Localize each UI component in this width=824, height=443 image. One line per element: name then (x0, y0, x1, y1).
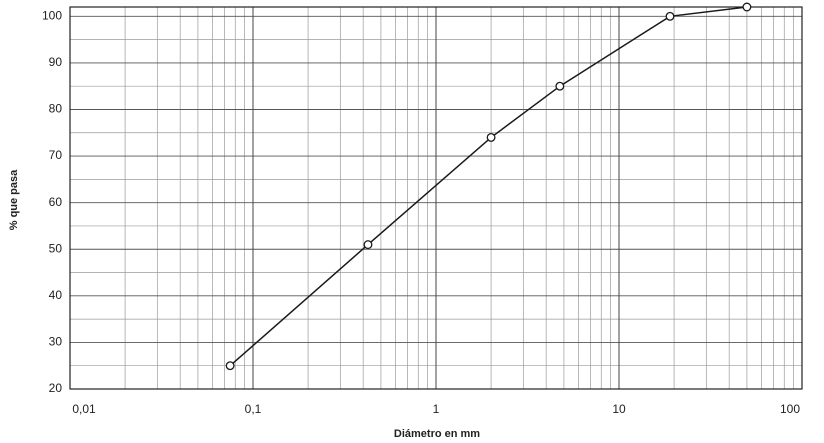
x-tick-label: 0,01 (72, 402, 96, 416)
curve (230, 7, 747, 366)
x-axis-title: Diámetro en mm (394, 428, 480, 440)
y-tick-label: 50 (49, 241, 63, 255)
y-axis-title: % que pasa (8, 169, 20, 230)
y-tick-label: 40 (49, 288, 63, 302)
data-point (666, 13, 674, 21)
x-tick-label: 1 (433, 402, 440, 416)
y-tick-label: 90 (49, 55, 63, 69)
data-point (556, 82, 564, 90)
x-tick-label: 100 (780, 402, 800, 416)
y-tick-label: 30 (49, 335, 63, 349)
data-point (364, 241, 372, 249)
x-tick-label: 0,1 (245, 402, 262, 416)
y-tick-label: 20 (49, 381, 63, 395)
y-tick-label: 70 (49, 148, 63, 162)
x-tick-label: 10 (612, 402, 626, 416)
y-tick-label: 80 (49, 102, 63, 116)
data-point (487, 134, 495, 142)
y-tick-label: 100 (42, 8, 62, 22)
chart: Diámetro en mm % que pasa 20 30 40 50 60 70 80… (0, 0, 824, 443)
y-tick-label: 60 (49, 195, 63, 209)
data-point (226, 362, 234, 370)
data-point (743, 3, 751, 11)
